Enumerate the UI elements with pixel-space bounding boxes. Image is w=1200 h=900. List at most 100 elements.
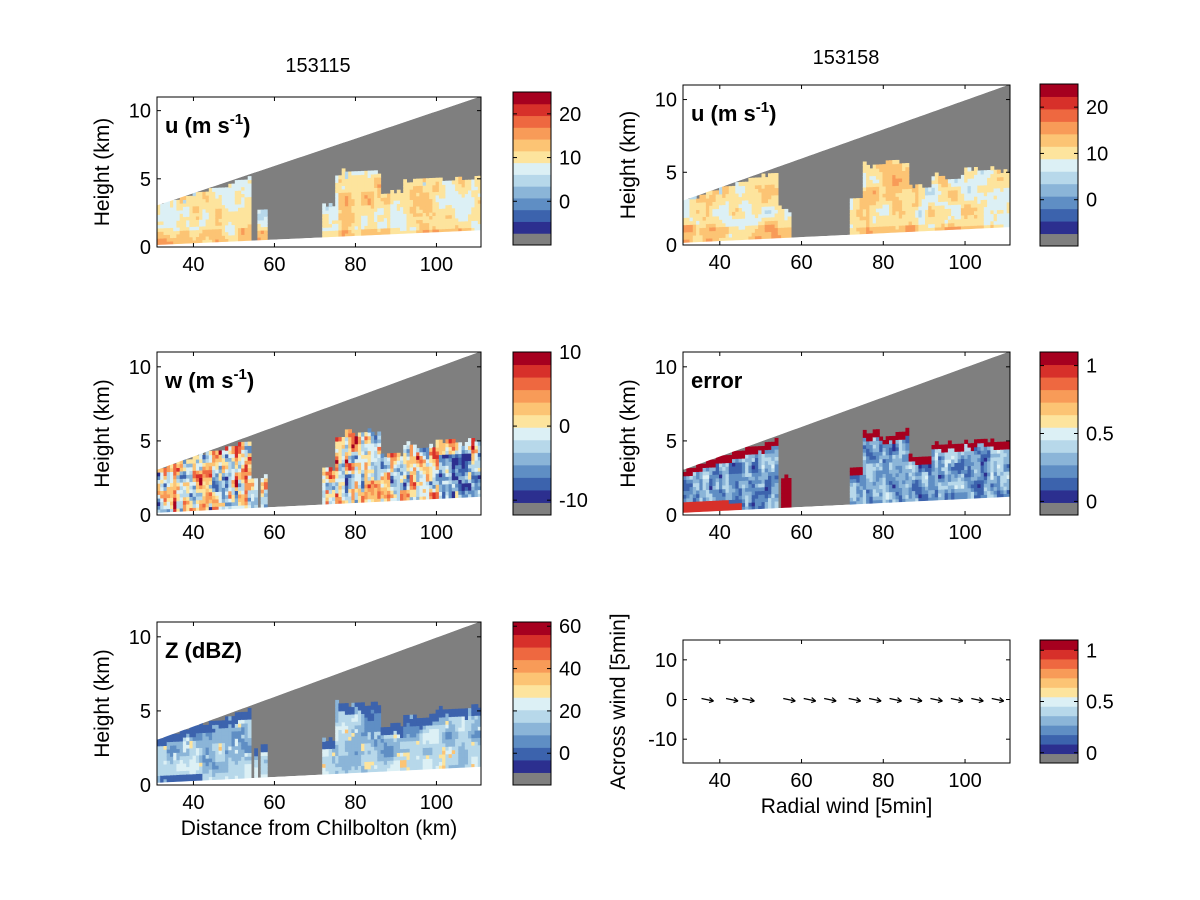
colorbar-block <box>1040 121 1078 135</box>
colorbar-tick-label: 10 <box>559 342 581 364</box>
above-beam-region <box>683 352 1008 470</box>
x-tick-label: 60 <box>263 522 285 544</box>
x-tick-label: 100 <box>948 770 981 792</box>
colorbar-tick-label: 0.5 <box>1086 692 1114 714</box>
colorbar-block <box>513 622 551 636</box>
panel-label-main: Z (dBZ) <box>165 638 242 663</box>
colorbar-tick-label: 20 <box>559 701 581 723</box>
panel-title: 153115 <box>285 55 350 77</box>
colorbar-block <box>513 364 551 378</box>
colorbar-block <box>513 477 551 491</box>
colorbar-block <box>513 150 551 164</box>
colorbar-block <box>1040 133 1078 147</box>
above-beam-region <box>157 622 479 740</box>
wind-arrow <box>971 697 984 704</box>
colorbar-tick-label: 0 <box>1086 743 1097 765</box>
colorbar-tick-label: 0 <box>559 743 570 765</box>
colorbar-tick-label: 10 <box>1086 143 1108 165</box>
colorbar-block <box>513 352 551 366</box>
below-ground-region <box>157 496 481 515</box>
y-tick-label: 5 <box>140 169 151 191</box>
x-tick-label: 40 <box>182 254 204 276</box>
colorbar-tick-label: 0 <box>559 191 570 213</box>
colorbar-tick-label: -10 <box>559 490 588 512</box>
x-tick-label: 80 <box>344 254 366 276</box>
wind-arrow <box>701 697 714 704</box>
colorbar-block <box>1040 352 1078 366</box>
y-tick-label: 0 <box>666 235 677 257</box>
colorbar-block <box>1040 439 1078 453</box>
y-tick-label: 0 <box>140 505 151 527</box>
plot-area <box>157 622 481 785</box>
colorbar-block <box>513 389 551 403</box>
plot-area <box>683 352 1010 515</box>
colorbar-block <box>513 139 551 152</box>
y-tick-label: 10 <box>129 101 151 123</box>
x-axis-label: Distance from Chilbolton (km) <box>181 817 458 840</box>
colorbar-tick-label: 10 <box>559 148 581 170</box>
below-ground-region <box>683 227 1010 245</box>
panel-label-main: w (m s <box>164 368 233 393</box>
colorbar-block <box>1040 677 1078 688</box>
colorbar-tick-label: 1 <box>1086 356 1097 378</box>
y-tick-label: 0 <box>666 505 677 527</box>
colorbar-block <box>513 672 551 686</box>
colorbar-tick-label: 20 <box>559 104 581 126</box>
wind-arrow <box>991 697 1005 704</box>
colorbar-block <box>1040 221 1078 235</box>
wind-arrow <box>909 697 923 704</box>
y-tick-label: 10 <box>655 650 677 672</box>
colorbar-block <box>1040 146 1078 160</box>
colorbar: 10 0 -10 <box>512 342 588 516</box>
colorbar-tick-label: 40 <box>559 659 581 681</box>
wind-arrow <box>930 697 943 704</box>
colorbar-block <box>1040 158 1078 172</box>
x-tick-label: 80 <box>872 252 894 274</box>
colorbar: 60 40 20 0 <box>512 616 581 786</box>
panel-5: 40 60 80 100 0 5 10 Height (km) Distance from Ch… <box>91 616 581 840</box>
colorbar-block <box>513 221 551 234</box>
colorbar-missing-block <box>1040 233 1078 246</box>
colorbar-block <box>1040 687 1078 698</box>
x-tick-label: 40 <box>182 792 204 814</box>
colorbar-block <box>513 92 551 105</box>
panel-label-main: u (m s <box>691 101 756 126</box>
wind-arrow <box>783 697 796 704</box>
colorbar-block <box>513 659 551 673</box>
colorbar-missing-block <box>1040 753 1078 763</box>
below-ground-region <box>157 766 481 785</box>
colorbar-block <box>1040 734 1078 745</box>
x-tick-label: 40 <box>709 770 731 792</box>
colorbar-tick-label: 0 <box>559 416 570 438</box>
x-tick-label: 80 <box>344 522 366 544</box>
colorbar-block <box>513 747 551 761</box>
colorbar-block <box>1040 452 1078 466</box>
x-tick-label: 80 <box>872 522 894 544</box>
y-tick-label: 5 <box>666 162 677 184</box>
x-tick-label: 60 <box>790 252 812 274</box>
data-cells <box>683 159 1010 244</box>
x-tick-label: 100 <box>420 792 453 814</box>
above-beam-region <box>157 97 479 206</box>
x-tick-label: 100 <box>420 522 453 544</box>
panel-label: error <box>691 368 743 393</box>
wind-arrow <box>742 697 755 704</box>
x-tick-label: 40 <box>182 522 204 544</box>
below-ground-region <box>683 496 1010 515</box>
colorbar-block <box>1040 171 1078 185</box>
y-tick-label: 5 <box>140 701 151 723</box>
wind-arrow <box>824 697 837 704</box>
colorbar-block <box>1040 725 1078 736</box>
colorbar-block <box>513 209 551 222</box>
colorbar-block <box>513 759 551 773</box>
colorbar-tick-label: 0 <box>1086 190 1097 212</box>
colorbar-block <box>1040 489 1078 503</box>
panel-label-end: ) <box>247 368 254 393</box>
colorbar-missing-block <box>513 233 551 245</box>
plot-area <box>157 352 481 515</box>
panel-label-sup: -1 <box>233 366 246 383</box>
